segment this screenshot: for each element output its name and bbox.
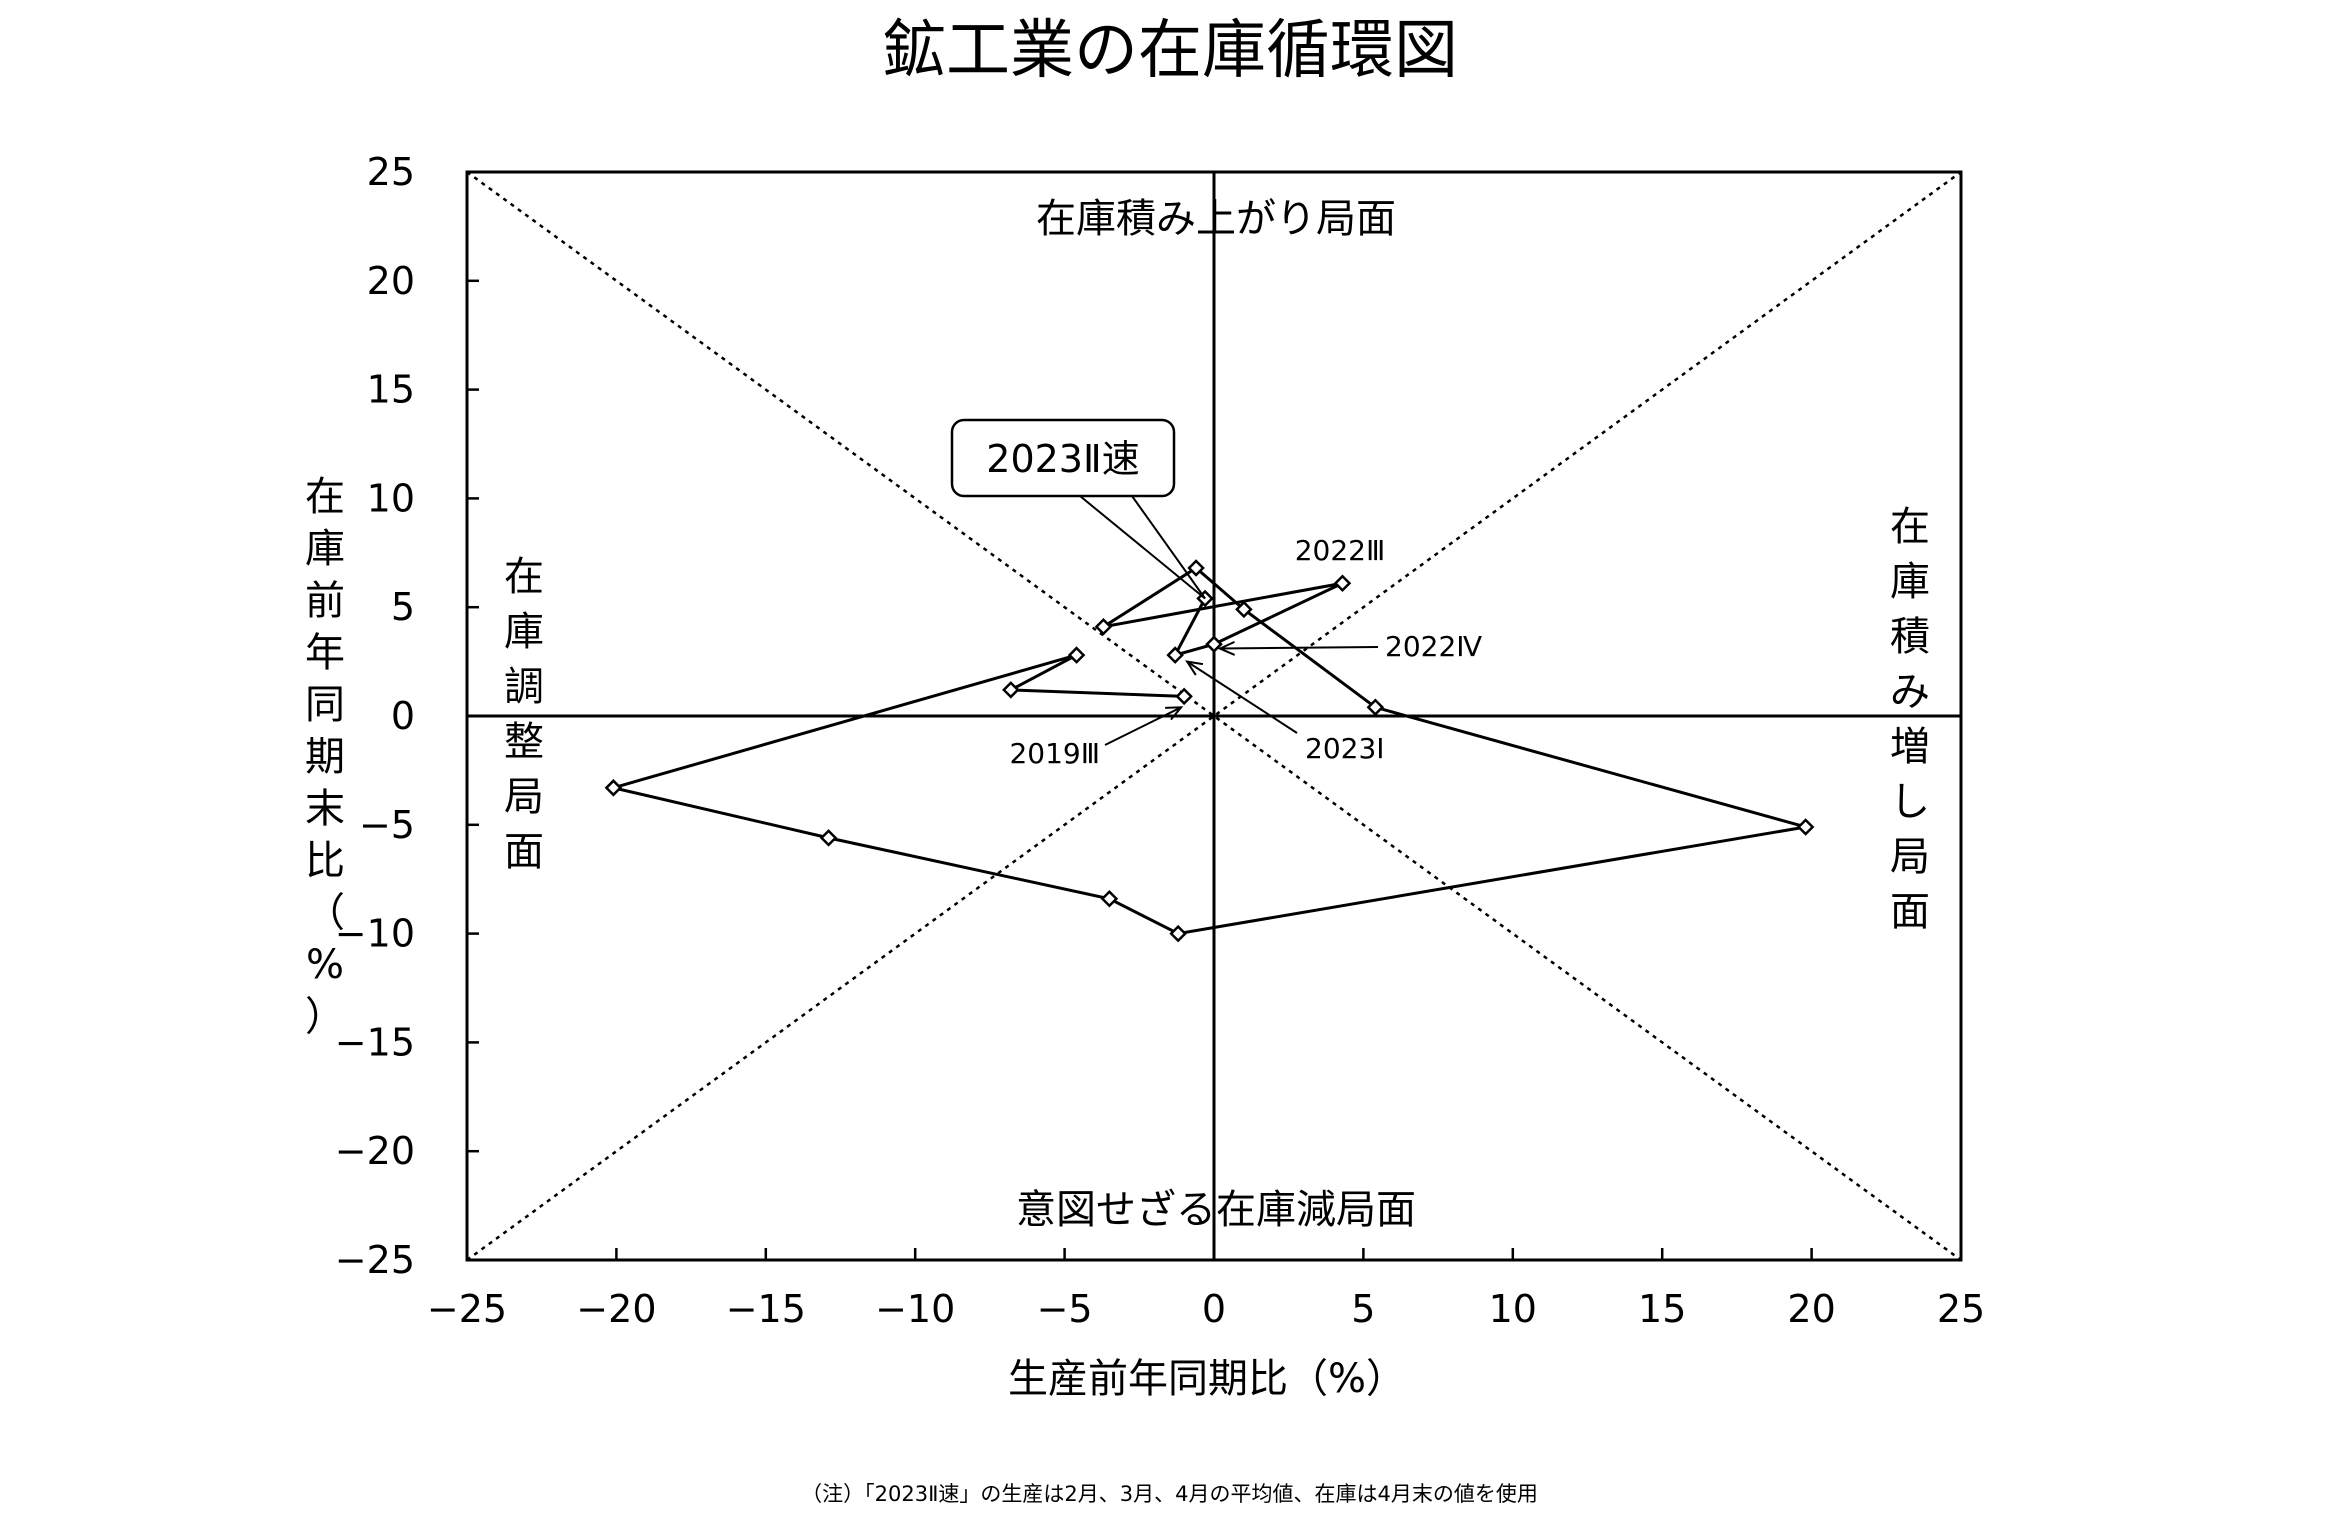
y-tick-label: −15 [335, 1020, 415, 1064]
data-point-marker [1169, 924, 1187, 943]
x-tick-label: 0 [1202, 1287, 1226, 1331]
callout-box-2023-2 [950, 418, 1176, 498]
series-group [604, 559, 1815, 943]
x-tick-label: 15 [1638, 1287, 1686, 1331]
data-point-marker [1333, 574, 1352, 593]
diagonal-reference-lines [466, 170, 1962, 1262]
data-point-marker [819, 829, 838, 847]
annotation-2022-4-arrow [1219, 646, 1379, 650]
annotation-group: 2022Ⅲ 2022Ⅳ 2023Ⅰ 2019Ⅲ 2023Ⅱ速 [950, 418, 1482, 770]
x-tick-label: 25 [1937, 1287, 1985, 1331]
annotation-2023-1-arrow-head [1185, 660, 1204, 676]
data-point-marker [1100, 890, 1119, 908]
x-tick-label: −25 [427, 1287, 507, 1331]
y-tick-label: 5 [391, 585, 415, 629]
data-point-marker [1187, 559, 1205, 577]
series-line [607, 566, 1807, 936]
chart-title: 鉱工業の在庫循環図 [882, 14, 1458, 88]
y-tick-label: 10 [367, 476, 415, 520]
x-axis-label: 生産前年同期比（%） [1008, 1356, 1406, 1402]
annotation-2022-4: 2022Ⅳ [1385, 630, 1482, 663]
x-tick-label: 20 [1787, 1287, 1835, 1331]
x-tick-label: 5 [1351, 1287, 1375, 1331]
x-tick-label: −5 [1037, 1287, 1093, 1331]
x-tick-label: −10 [875, 1287, 955, 1331]
y-tick-label: 0 [391, 694, 415, 738]
x-tick-label: −20 [576, 1287, 656, 1331]
data-point-marker [1366, 698, 1385, 717]
data-point-marker [1175, 687, 1193, 706]
data-point-marker [1067, 646, 1086, 664]
annotation-2019-3: 2019Ⅲ [1009, 737, 1100, 770]
quadrant-label-left: 在庫調整局面 [504, 554, 544, 875]
annotation-2019-3-arrow [1104, 706, 1182, 746]
y-tick-label: −10 [335, 912, 415, 956]
y-tick-label: 20 [367, 259, 415, 303]
y-axis-ticks: 25 20 15 10 5 0 −5 −10 −15 −20 −25 [335, 150, 479, 1282]
data-point-marker [1205, 635, 1223, 653]
data-point-marker [1166, 646, 1184, 664]
y-axis-label: 在庫前年同期末比（%） [305, 474, 345, 1040]
y-tick-label: −20 [335, 1129, 415, 1173]
y-tick-label: −25 [335, 1238, 415, 1282]
annotation-2023-1: 2023Ⅰ [1305, 732, 1385, 765]
data-point-marker [1235, 600, 1253, 619]
annotation-2022-3: 2022Ⅲ [1295, 534, 1386, 567]
annotation-2023-2: 2023Ⅱ速 [986, 437, 1139, 481]
y-tick-label: 15 [367, 368, 415, 412]
x-tick-label: −15 [726, 1287, 806, 1331]
x-tick-label: 10 [1489, 1287, 1537, 1331]
data-point-marker [1796, 818, 1815, 836]
data-point-marker [1094, 618, 1113, 636]
x-axis-ticks: −25 −20 −15 −10 −5 0 5 10 15 20 25 [427, 1248, 1985, 1331]
data-point-marker [604, 779, 623, 797]
quadrant-label-bottom: 意図せざる在庫減局面 [1016, 1187, 1416, 1233]
footnote: （注）「2023Ⅱ速」の生産は2月、3月、4月の平均値、在庫は4月末の値を使用 [801, 1482, 1538, 1506]
y-tick-label: 25 [367, 150, 415, 194]
y-tick-label: −5 [359, 803, 415, 847]
quadrant-label-right: 在庫積み増し局面 [1890, 504, 1930, 935]
diagonal-line-falling [466, 170, 1962, 1262]
annotation-2023-1-arrow [1186, 660, 1298, 734]
callout-pointer [1079, 495, 1206, 600]
diagonal-line-rising [466, 170, 1962, 1262]
data-point-marker [1002, 681, 1020, 699]
annotation-2022-4-arrow-head [1217, 640, 1236, 656]
annotation-2019-3-arrow-head [1165, 706, 1184, 721]
zero-axes [467, 172, 1961, 1260]
quadrant-label-top: 在庫積み上がり局面 [1036, 196, 1396, 242]
